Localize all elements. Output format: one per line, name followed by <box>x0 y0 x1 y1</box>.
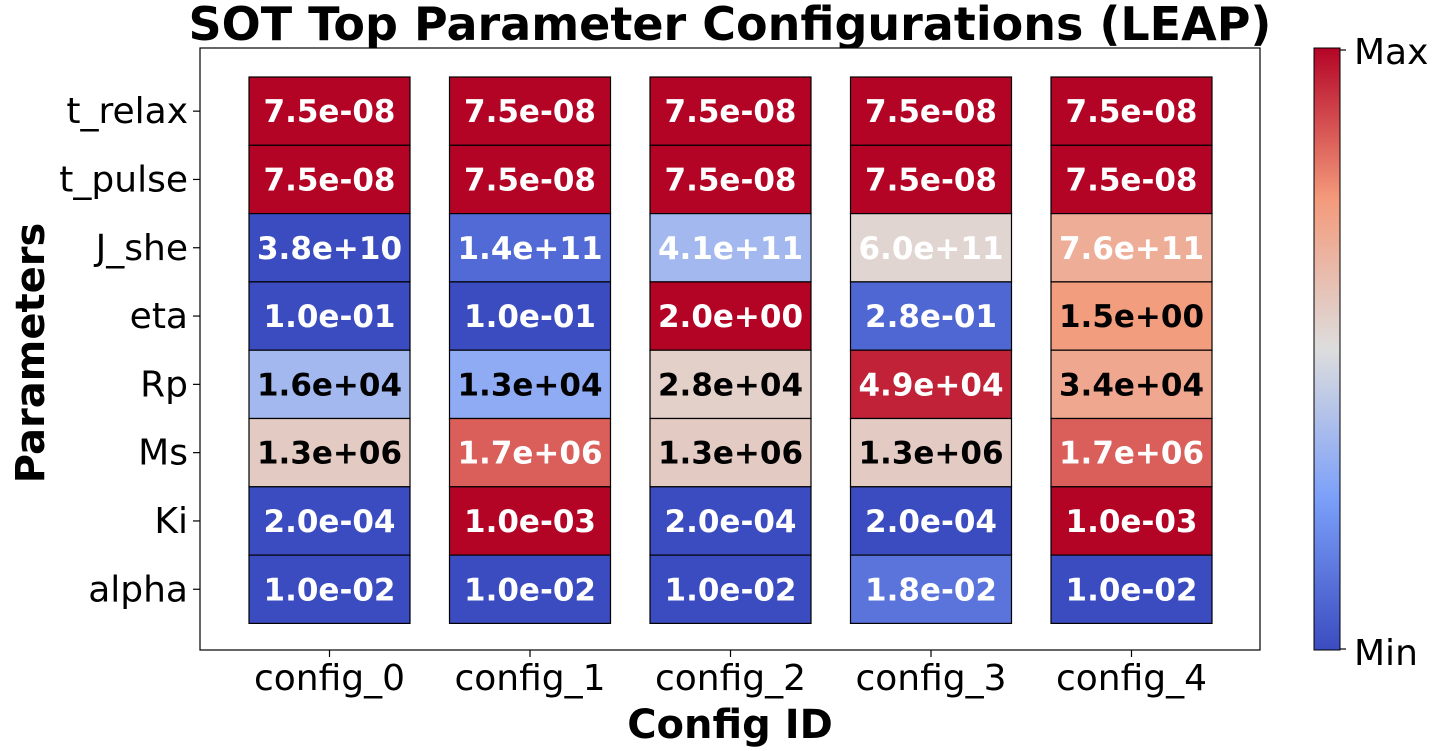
cell-value-label: 7.5e-08 <box>1066 94 1198 130</box>
x-tick-label: config_0 <box>254 658 405 699</box>
heatmap-cell <box>448 349 612 420</box>
heatmap-cell <box>1050 349 1213 420</box>
cell-value-label: 1.0e-01 <box>264 299 396 335</box>
cell-value-label: 7.6e+11 <box>1059 231 1204 267</box>
cell-value-label: 1.3e+06 <box>858 436 1003 472</box>
y-tick-label: t_relax <box>66 91 188 132</box>
heatmap-cell <box>649 554 812 624</box>
heatmap-cell <box>849 76 1013 146</box>
heatmap-cell <box>448 76 612 146</box>
y-tick-label: alpha <box>88 569 188 610</box>
heatmap-cell <box>248 213 411 283</box>
heatmap-cell <box>649 76 812 146</box>
cell-value-label: 1.4e+11 <box>457 231 602 267</box>
cell-value-label: 1.7e+06 <box>457 436 602 472</box>
cell-value-label: 2.8e-01 <box>865 299 997 335</box>
cell-value-label: 7.5e-08 <box>865 94 997 130</box>
cell-value-label: 7.5e-08 <box>464 94 596 130</box>
cell-value-label: 7.5e-08 <box>464 162 596 198</box>
heatmap-cell <box>1050 76 1213 146</box>
heatmap-cell <box>248 281 411 351</box>
cell-value-label: 1.0e-01 <box>464 299 596 335</box>
cell-value-label: 1.8e-02 <box>865 572 997 608</box>
cell-value-label: 3.8e+10 <box>257 231 402 267</box>
x-axis-label: Config ID <box>627 702 833 748</box>
heatmap-cell <box>448 486 612 556</box>
heatmap-cell <box>248 349 411 420</box>
heatmap-cell <box>248 554 411 624</box>
cell-value-label: 1.5e+00 <box>1059 299 1204 335</box>
heatmap-cell <box>849 144 1013 215</box>
heatmap-cell <box>248 76 411 146</box>
cell-value-label: 7.5e-08 <box>665 94 797 130</box>
cell-value-label: 2.0e-04 <box>865 504 997 540</box>
heatmap-cell <box>849 554 1013 624</box>
heatmap-cell <box>1050 554 1213 624</box>
cell-value-label: 1.0e-02 <box>264 572 396 608</box>
heatmap-cell <box>448 213 612 283</box>
heatmap-cell <box>1050 144 1213 215</box>
heatmap-cell <box>1050 417 1213 488</box>
heatmap-cell <box>248 417 411 488</box>
y-tick-label: J_she <box>94 228 188 269</box>
heatmap-cell <box>448 281 612 351</box>
heatmap-cell <box>1050 213 1213 283</box>
cell-value-label: 2.0e-04 <box>665 504 797 540</box>
cell-value-label: 7.5e-08 <box>665 162 797 198</box>
cell-value-label: 1.6e+04 <box>257 367 402 403</box>
cell-value-label: 7.5e-08 <box>264 162 396 198</box>
heatmap-cell <box>849 281 1013 351</box>
cell-value-label: 4.1e+11 <box>658 231 803 267</box>
heatmap-cell <box>448 554 612 624</box>
cell-value-label: 1.0e-03 <box>464 504 596 540</box>
x-tick-label: config_1 <box>454 658 605 699</box>
cell-value-label: 1.3e+06 <box>257 436 402 472</box>
x-tick-label: config_4 <box>1056 658 1207 699</box>
x-axis-ticks: config_0 config_1 config_2 config_3 config_4 <box>254 650 1207 699</box>
chart-title: SOT Top Parameter Configurations (LEAP) <box>189 0 1272 51</box>
cell-value-label: 1.0e-03 <box>1066 504 1198 540</box>
colorbar-max-label: Max <box>1354 32 1428 73</box>
y-tick-label: Ki <box>154 501 188 542</box>
cell-value-label: 7.5e-08 <box>264 94 396 130</box>
cell-value-label: 7.5e-08 <box>1066 162 1198 198</box>
y-tick-label: Rp <box>140 364 188 405</box>
heatmap-cell <box>849 486 1013 556</box>
x-tick-label: config_3 <box>855 658 1006 699</box>
cell-value-label: 3.4e+04 <box>1059 367 1204 403</box>
y-tick-label: Ms <box>138 433 188 474</box>
cell-value-label: 2.0e-04 <box>264 504 396 540</box>
cell-value-label: 1.3e+04 <box>457 367 602 403</box>
heatmap-cell <box>649 417 812 488</box>
cell-value-label: 6.0e+11 <box>858 231 1003 267</box>
y-tick-label: t_pulse <box>59 159 188 200</box>
colorbar-min-label: Min <box>1354 633 1418 674</box>
heatmap-cell <box>649 349 812 420</box>
y-tick-label: eta <box>130 296 188 337</box>
heatmap-cell <box>448 144 612 215</box>
cell-value-label: 1.0e-02 <box>464 572 596 608</box>
cell-value-label: 4.9e+04 <box>858 367 1003 403</box>
cell-value-label: 1.7e+06 <box>1059 436 1204 472</box>
cell-value-label: 1.3e+06 <box>658 436 803 472</box>
heatmap-cell <box>849 417 1013 488</box>
cell-value-label: 2.0e+00 <box>658 299 803 335</box>
colorbar <box>1313 47 1341 651</box>
heatmap-cell <box>849 349 1013 420</box>
cell-value-label: 7.5e-08 <box>865 162 997 198</box>
x-tick-label: config_2 <box>655 658 806 699</box>
heatmap-cells: 7.5e-08 7.5e-08 7.5e-08 7.5e-08 7.5e-08 7.5e-… <box>248 76 1213 624</box>
cell-value-label: 1.0e-02 <box>665 572 797 608</box>
heatmap-cell <box>649 213 812 283</box>
heatmap-cell <box>849 213 1013 283</box>
cell-value-label: 1.0e-02 <box>1066 572 1198 608</box>
heatmap-cell <box>448 417 612 488</box>
heatmap-cell <box>1050 281 1213 351</box>
y-axis-label: Parameters <box>8 223 54 484</box>
cell-value-label: 2.8e+04 <box>658 367 803 403</box>
heatmap-cell <box>1050 486 1213 556</box>
heatmap-cell <box>649 281 812 351</box>
